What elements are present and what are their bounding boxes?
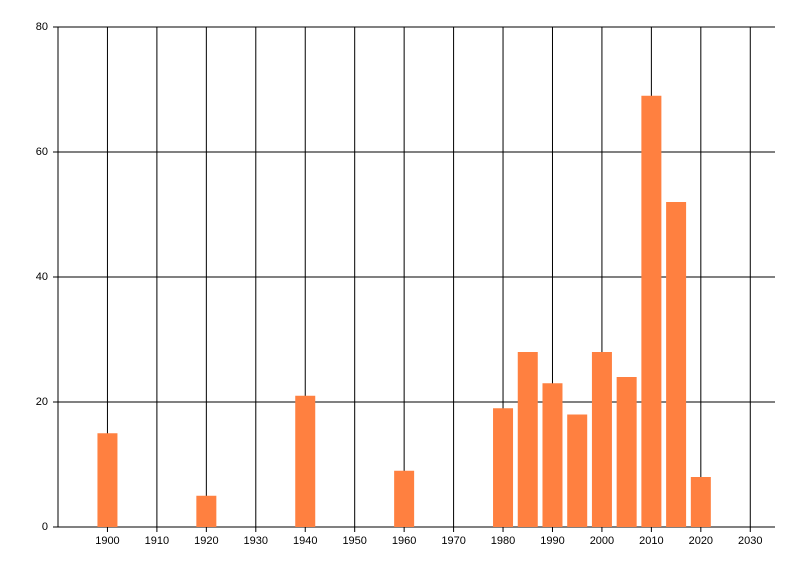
x-tick-label: 1920	[194, 535, 218, 547]
x-tick-label: 2000	[590, 535, 614, 547]
x-tick-label: 1930	[244, 535, 268, 547]
y-tick-label: 0	[42, 521, 48, 533]
bar	[97, 433, 118, 527]
bar	[542, 383, 563, 527]
bar	[567, 414, 588, 527]
x-tick-label: 1990	[540, 535, 564, 547]
x-tick-label: 1900	[95, 535, 119, 547]
bar	[493, 408, 514, 527]
y-tick-label: 20	[36, 396, 48, 408]
bar	[196, 495, 217, 527]
y-tick-label: 40	[36, 271, 48, 283]
x-tick-label: 1910	[145, 535, 169, 547]
x-tick-label: 2010	[639, 535, 663, 547]
bar	[641, 95, 662, 527]
x-tick-label: 1980	[491, 535, 515, 547]
y-tick-label: 60	[36, 146, 48, 158]
bar	[394, 470, 415, 527]
x-tick-label: 1970	[441, 535, 465, 547]
bar	[690, 477, 711, 527]
bar	[591, 352, 612, 527]
x-tick-label: 1940	[293, 535, 317, 547]
x-tick-label: 1950	[342, 535, 366, 547]
bar	[616, 377, 637, 527]
x-tick-label: 1960	[392, 535, 416, 547]
bar	[517, 352, 538, 527]
y-tick-label: 80	[36, 21, 48, 33]
x-tick-label: 2020	[689, 535, 713, 547]
x-tick-label: 2030	[738, 535, 762, 547]
bar	[666, 202, 687, 527]
bar	[295, 395, 316, 527]
